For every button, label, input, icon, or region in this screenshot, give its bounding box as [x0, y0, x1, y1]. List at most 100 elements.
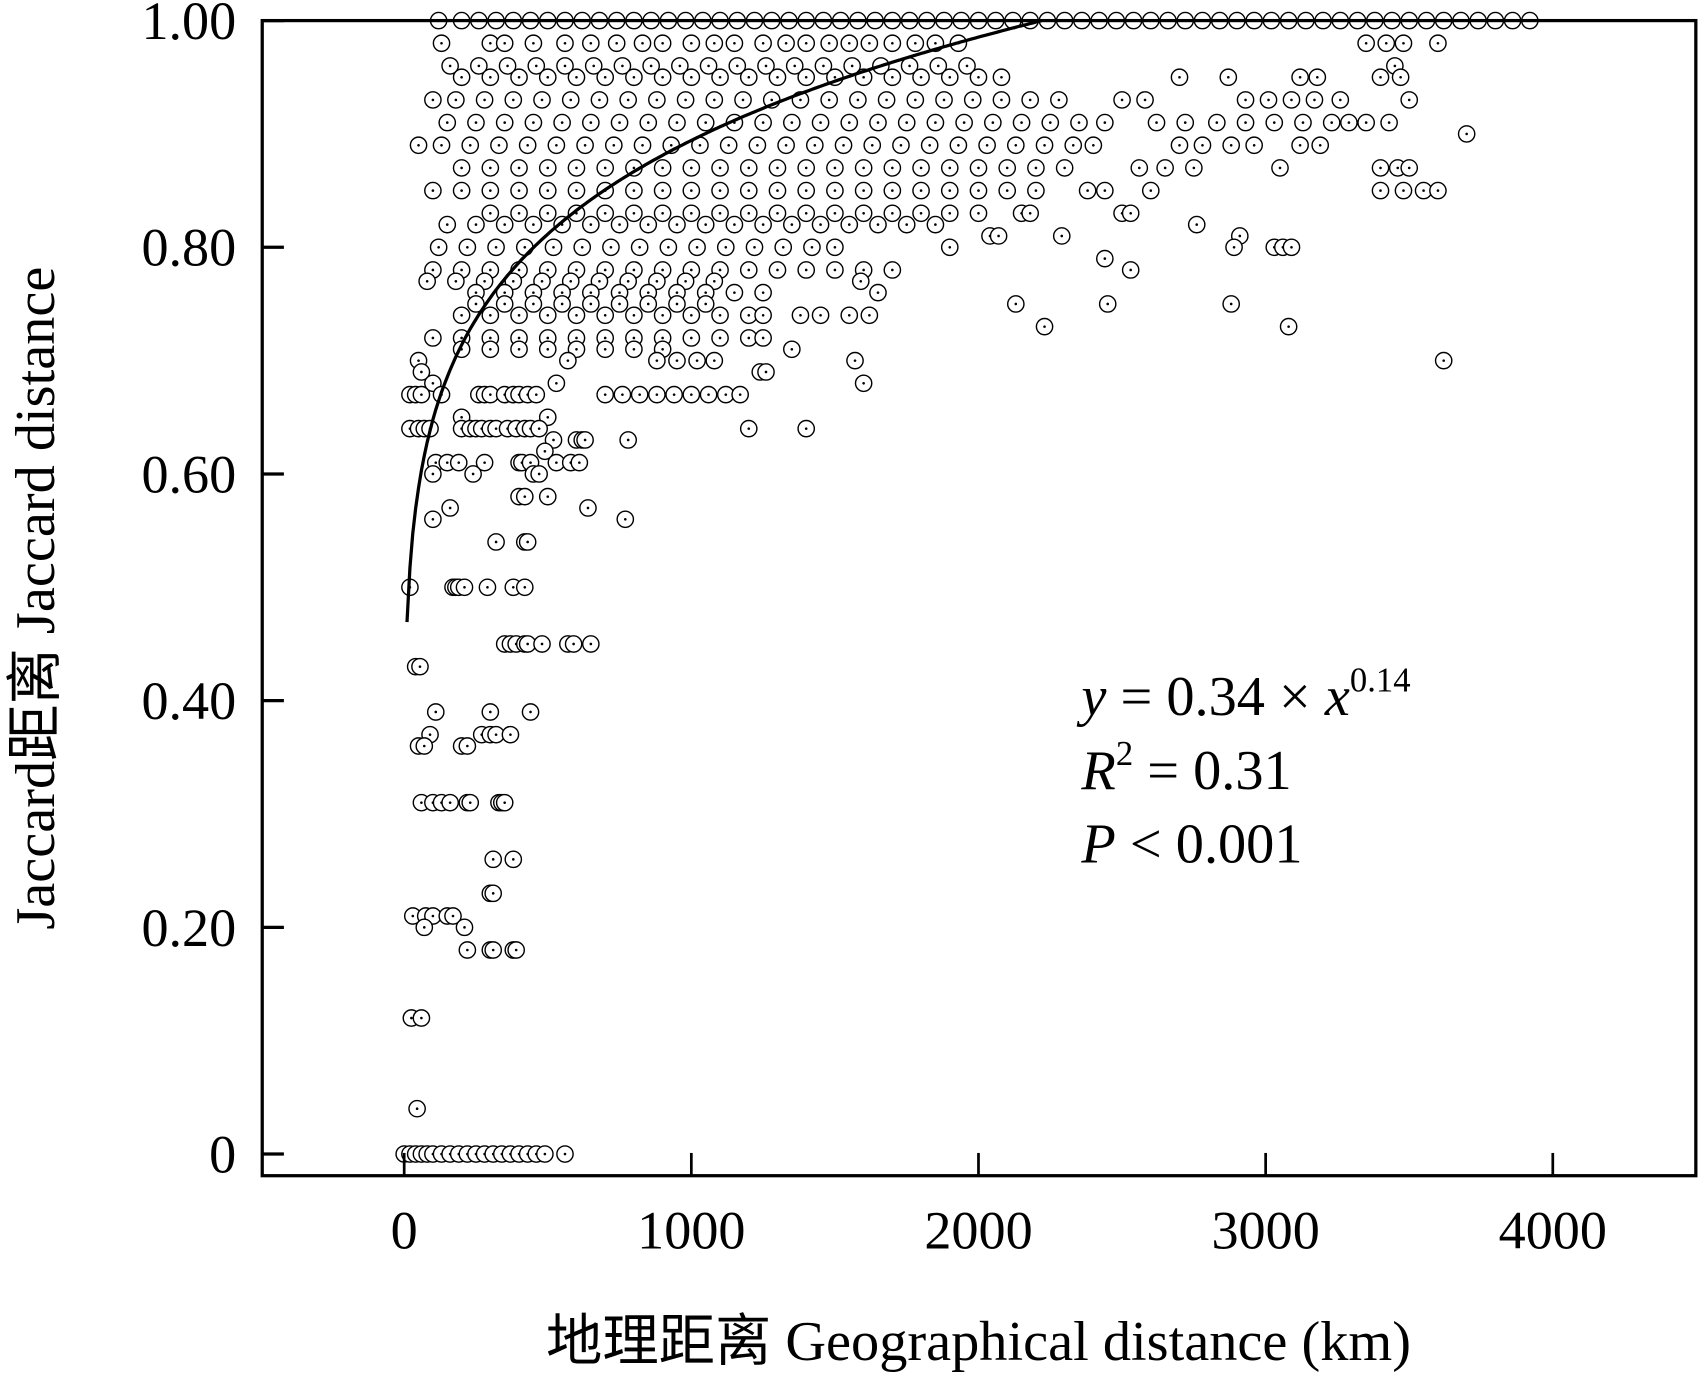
data-point	[940, 159, 959, 177]
data-point	[734, 91, 752, 109]
data-point	[811, 306, 830, 325]
data-point	[854, 159, 873, 177]
data-point	[883, 181, 902, 200]
data-point	[883, 204, 902, 223]
y-axis: 0 0.20 0.40 0.60 0.80 1.00	[141, 0, 284, 1184]
data-point	[1222, 295, 1241, 313]
data-point	[998, 181, 1017, 200]
data-point	[1035, 136, 1054, 155]
data-point	[719, 136, 738, 155]
data-point	[515, 578, 534, 597]
data-point	[1305, 91, 1324, 109]
data-point	[547, 136, 566, 155]
data-point	[739, 68, 758, 87]
data-point	[424, 91, 442, 109]
data-point	[524, 34, 543, 53]
data-point	[1147, 113, 1166, 132]
data-point	[748, 136, 767, 155]
data-point	[1394, 181, 1413, 200]
data-point	[559, 351, 577, 370]
data-point	[538, 68, 557, 87]
data-point	[1012, 113, 1031, 132]
data-point	[452, 306, 471, 325]
y-tick-label: 0.60	[141, 444, 236, 504]
data-point	[1394, 34, 1413, 53]
data-point	[412, 363, 431, 381]
p-symbol: P	[1080, 814, 1115, 876]
data-point	[671, 57, 689, 75]
data-point	[785, 57, 804, 75]
data-point	[458, 238, 477, 257]
data-point	[840, 34, 859, 53]
data-point	[495, 113, 514, 132]
data-point	[912, 68, 930, 87]
data-point	[484, 884, 503, 903]
data-point	[538, 159, 557, 177]
data-point	[797, 181, 816, 200]
data-point	[668, 215, 686, 234]
data-point	[912, 204, 930, 223]
fit-equation: y = 0.34 × x0.14	[1076, 661, 1410, 728]
data-point	[481, 159, 500, 177]
data-point	[768, 181, 787, 200]
data-point	[811, 215, 830, 234]
data-point	[441, 793, 459, 812]
data-point	[1219, 68, 1238, 87]
data-point	[668, 295, 686, 313]
data-point	[1185, 159, 1203, 177]
data-point	[495, 34, 514, 53]
data-point	[452, 68, 471, 87]
data-point	[582, 34, 600, 53]
data-point	[538, 340, 557, 359]
y-tick-label: 0.20	[141, 898, 236, 958]
data-point	[711, 204, 729, 223]
data-point	[556, 34, 574, 53]
data-point	[619, 91, 637, 109]
data-point	[507, 941, 526, 959]
data-point	[777, 34, 795, 53]
data-point	[1055, 159, 1074, 177]
data-point	[1021, 204, 1040, 223]
data-point	[524, 215, 543, 234]
data-point	[444, 907, 462, 925]
data-point	[1294, 113, 1312, 132]
data-point	[582, 635, 600, 653]
data-point	[1170, 136, 1189, 155]
data-point	[455, 578, 474, 597]
data-point	[596, 385, 615, 404]
data-point	[754, 34, 772, 53]
data-point	[1259, 91, 1278, 109]
data-point	[530, 419, 548, 438]
data-point	[530, 465, 548, 483]
data-point	[1207, 113, 1226, 132]
data-point	[854, 374, 873, 393]
data-point	[515, 238, 534, 257]
data-point	[495, 295, 514, 313]
data-point	[567, 181, 586, 200]
data-point	[992, 91, 1011, 109]
data-point	[653, 34, 672, 53]
r-symbol: R	[1080, 740, 1115, 802]
data-point	[501, 725, 520, 744]
data-point	[731, 385, 749, 404]
data-point	[863, 136, 882, 155]
data-point	[883, 159, 902, 177]
data-point	[1457, 125, 1476, 143]
data-point	[521, 703, 540, 721]
data-point	[538, 204, 557, 223]
data-point	[854, 181, 873, 200]
data-point	[1078, 181, 1097, 200]
data-point	[639, 113, 658, 132]
data-point	[630, 385, 649, 404]
data-point	[619, 431, 637, 449]
data-point	[883, 34, 902, 53]
data-point	[432, 136, 451, 155]
data-point	[897, 113, 916, 132]
data-point	[688, 238, 706, 257]
data-point	[515, 487, 534, 506]
data-point	[478, 578, 497, 597]
data-point	[527, 385, 546, 404]
data-point	[906, 91, 925, 109]
data-point	[826, 204, 844, 223]
data-point	[978, 136, 996, 155]
